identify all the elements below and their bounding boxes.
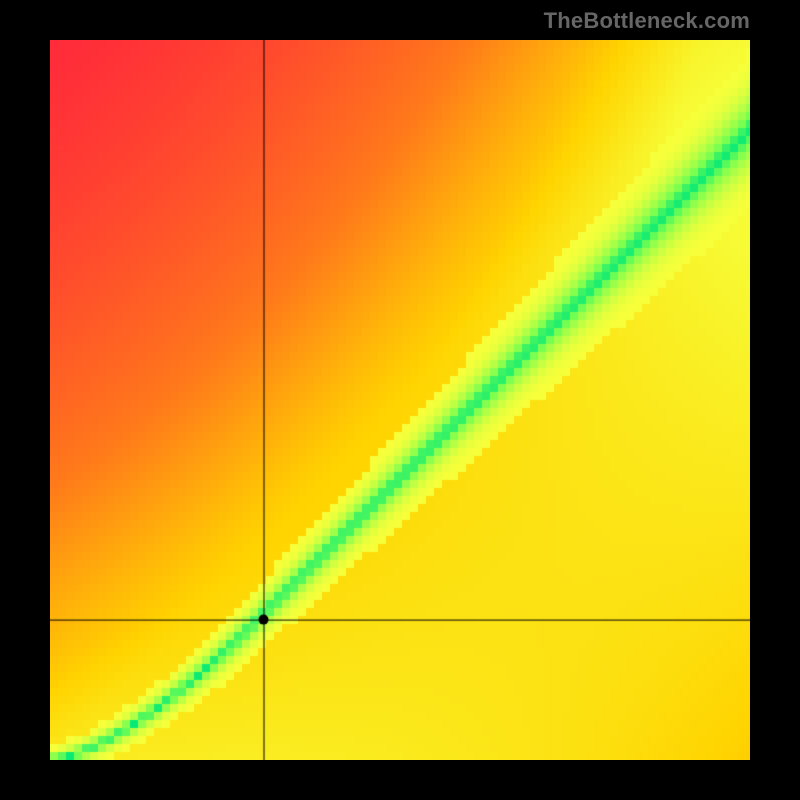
heatmap-canvas <box>50 40 750 760</box>
watermark-text: TheBottleneck.com <box>544 8 750 34</box>
plot-area <box>50 40 750 760</box>
chart-frame: TheBottleneck.com <box>0 0 800 800</box>
